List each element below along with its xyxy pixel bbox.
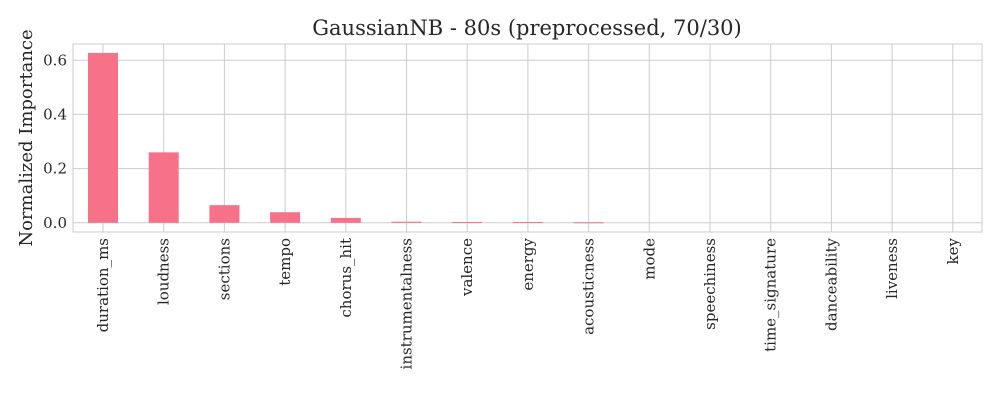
x-tick-label: valence (458, 238, 476, 297)
x-tick-label: liveness (883, 238, 901, 299)
x-tick-label: acousticness (580, 238, 598, 335)
bar-energy (512, 221, 543, 223)
bar-acousticness (573, 222, 604, 224)
x-tick-label: duration_ms (94, 238, 112, 332)
x-tick-label: danceability (822, 237, 840, 330)
bars (88, 52, 604, 224)
bar-sections (209, 205, 240, 223)
y-tick-label: 0.6 (43, 51, 67, 69)
bar-instrumentalness (391, 221, 422, 223)
x-tick-label: chorus_hit (337, 238, 355, 318)
x-tick-label: loudness (155, 238, 173, 305)
x-tick-label: key (944, 237, 962, 264)
x-tick-label: mode (640, 238, 658, 280)
x-tick-label: sections (215, 238, 233, 300)
bar-duration_ms (88, 52, 118, 223)
y-axis-label: Normalized Importance (16, 29, 37, 246)
bar-chorus_hit (330, 217, 361, 223)
x-tick-label: time_signature (762, 238, 780, 352)
chart-title: GaussianNB - 80s (preprocessed, 70/30) (312, 16, 741, 40)
plot-frame (72, 43, 983, 233)
bar-valence (452, 221, 483, 223)
x-tick-label: tempo (276, 238, 294, 286)
x-tick-label: energy (519, 237, 537, 290)
y-tick-label: 0.4 (43, 105, 67, 123)
x-tick-label: instrumentalness (398, 238, 416, 369)
y-axis-ticks: 0.0 0.2 0.4 0.6 (43, 51, 67, 232)
bar-loudness (148, 152, 179, 223)
x-tick-label: speechiness (701, 238, 719, 330)
bar-tempo (270, 212, 301, 223)
grid (73, 44, 982, 232)
y-tick-label: 0.2 (43, 160, 67, 178)
y-tick-label: 0.0 (43, 214, 67, 232)
x-axis-ticks: duration_ms loudness sections tempo chorus_h… (94, 237, 962, 369)
